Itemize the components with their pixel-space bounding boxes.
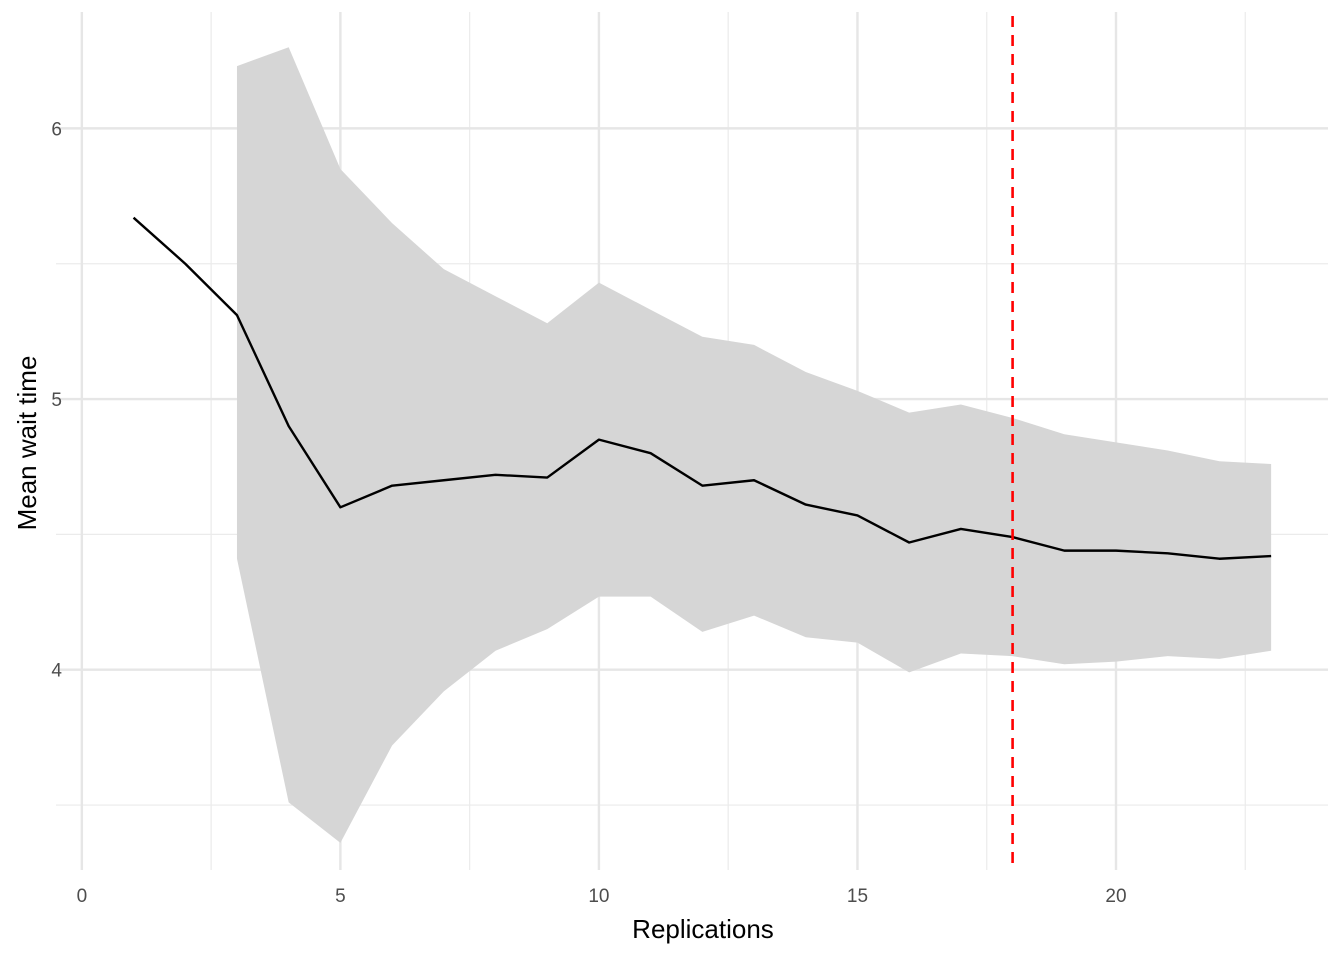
y-tick-label: 6 bbox=[51, 119, 62, 140]
x-tick-label: 10 bbox=[588, 886, 609, 907]
x-tick-label: 15 bbox=[847, 886, 868, 907]
y-tick-label: 5 bbox=[51, 390, 62, 411]
mean-line-layer bbox=[132, 216, 1272, 560]
x-tick-label: 20 bbox=[1105, 886, 1126, 907]
y-tick-label: 4 bbox=[51, 661, 62, 682]
x-axis-title: Replications bbox=[632, 914, 774, 944]
y-tick-labels: 4 5 6 bbox=[51, 119, 62, 681]
x-tick-label: 0 bbox=[77, 886, 88, 907]
x-tick-label: 5 bbox=[335, 886, 346, 907]
x-tick-labels: 0 5 10 15 20 bbox=[77, 886, 1127, 907]
mean-wait-time-line bbox=[132, 216, 1272, 560]
y-axis-title: Mean wait time bbox=[12, 356, 42, 531]
